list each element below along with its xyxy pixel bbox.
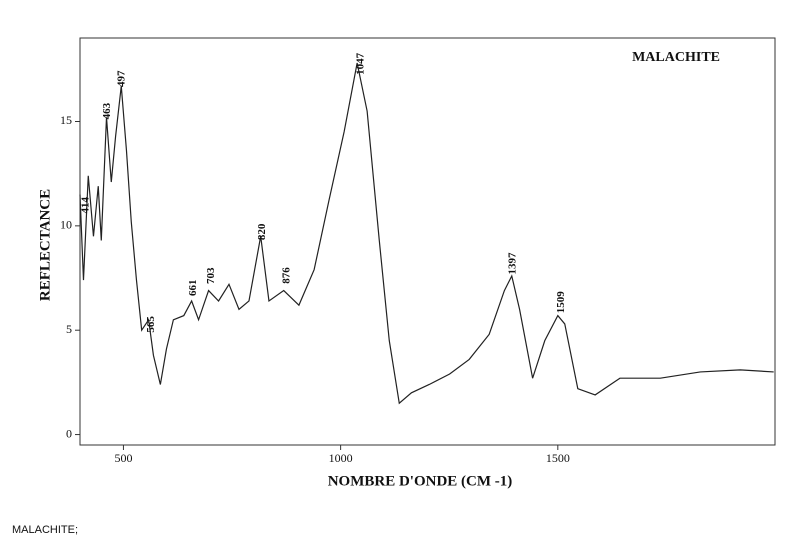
- peak-label: 876: [280, 267, 292, 284]
- spectrum-line: [79, 62, 774, 405]
- peak-label: 1397: [507, 252, 519, 275]
- plot-frame: [79, 37, 776, 446]
- y-tick-label: 0: [66, 426, 72, 440]
- peak-label: 1047: [355, 52, 367, 74]
- peak-label: 565: [145, 316, 157, 333]
- chart-title: MALACHITE: [632, 50, 720, 65]
- peak-label: 820: [256, 223, 268, 240]
- y-axis-label: REFLECTANCE: [37, 189, 53, 301]
- x-tick-label: 500: [114, 451, 132, 465]
- x-tick-label: 1000: [329, 451, 353, 465]
- peak-label: 497: [116, 70, 128, 87]
- peak-label: 703: [205, 267, 217, 284]
- peak-label: 414: [80, 196, 92, 213]
- peak-label: 1509: [555, 291, 567, 314]
- caption: MALACHITE;: [12, 524, 78, 536]
- y-tick-label: 5: [66, 322, 72, 336]
- peak-label: 661: [187, 279, 199, 296]
- peak-label: 463: [101, 102, 113, 119]
- y-tick-label: 15: [60, 113, 72, 127]
- x-tick-label: 1500: [546, 451, 570, 465]
- x-axis-label: NOMBRE D'ONDE (CM -1): [328, 473, 513, 489]
- y-tick-label: 10: [60, 218, 72, 232]
